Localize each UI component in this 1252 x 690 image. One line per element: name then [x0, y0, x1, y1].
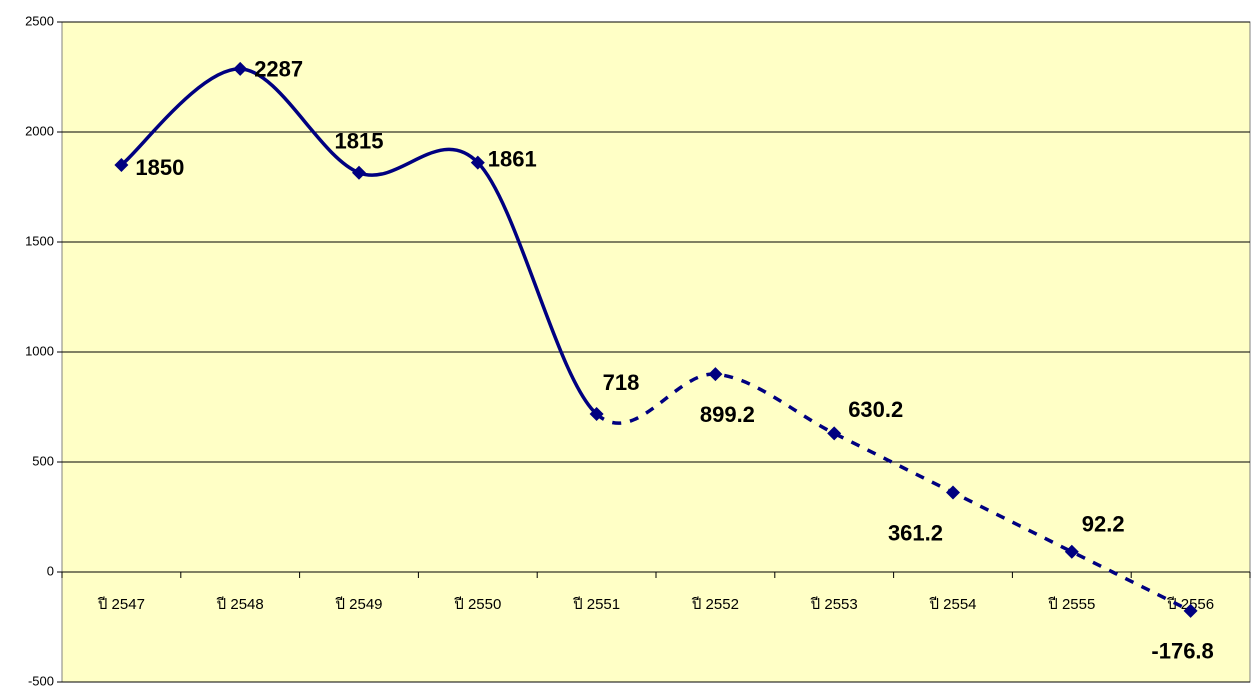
x-tick-label: ปี 2548	[216, 596, 264, 613]
data-label: 630.2	[848, 397, 903, 422]
y-tick-label: 2000	[25, 123, 54, 138]
marker	[1064, 544, 1079, 559]
marker	[708, 367, 723, 382]
data-label: 2287	[254, 57, 303, 82]
marker	[470, 155, 485, 170]
data-label: 899.2	[700, 402, 755, 427]
x-tick-label: ปี 2549	[335, 596, 383, 613]
marker	[946, 485, 960, 500]
x-tick-label: ปี 2555	[1047, 596, 1095, 613]
marker	[827, 426, 842, 441]
line-dashed	[595, 372, 1192, 613]
data-label: 1861	[488, 146, 537, 171]
marker	[1183, 603, 1198, 618]
marker	[114, 158, 129, 172]
y-tick-label: 0	[47, 563, 54, 578]
x-tick-label: ปี 2551	[572, 596, 620, 613]
x-tick-label: ปี 2554	[929, 596, 977, 613]
data-label: 361.2	[888, 520, 943, 545]
x-tick-label: ปี 2547	[97, 596, 145, 613]
y-tick-label: -500	[28, 673, 54, 688]
x-tick-label: ปี 2552	[691, 596, 739, 613]
x-tick-label: ปี 2550	[453, 596, 501, 613]
marker	[352, 165, 366, 180]
x-tick-label: ปี 2553	[810, 596, 858, 613]
marker	[589, 407, 604, 422]
data-label: 718	[603, 370, 640, 395]
data-label: 1850	[135, 155, 184, 180]
data-label: -176.8	[1151, 639, 1213, 664]
y-tick-label: 500	[32, 453, 54, 468]
y-tick-label: 1000	[25, 343, 54, 358]
marker	[233, 61, 248, 76]
y-tick-label: 2500	[25, 13, 54, 28]
data-label: 1815	[335, 129, 384, 154]
data-label: 92.2	[1082, 512, 1125, 537]
line-solid	[120, 67, 598, 416]
y-tick-label: 1500	[25, 233, 54, 248]
